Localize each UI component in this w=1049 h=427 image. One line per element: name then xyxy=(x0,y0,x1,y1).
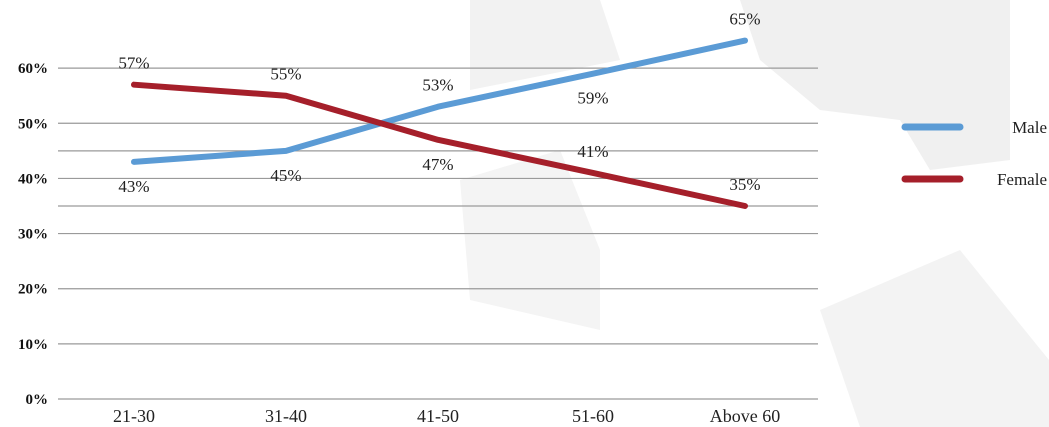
watermark-shape xyxy=(460,150,600,330)
x-tick-label: 21-30 xyxy=(113,406,155,426)
data-label: 43% xyxy=(118,177,149,196)
y-tick-label: 20% xyxy=(18,282,48,298)
data-label: 41% xyxy=(577,142,608,161)
y-tick-label: 50% xyxy=(18,116,48,132)
x-tick-label: 41-50 xyxy=(417,406,459,426)
gridlines xyxy=(58,67,818,400)
legend-label-male: Male xyxy=(1012,118,1047,137)
data-label: 47% xyxy=(422,155,453,174)
y-tick-label: 40% xyxy=(18,171,48,187)
x-tick-label: 31-40 xyxy=(265,406,307,426)
legend-label-female: Female xyxy=(997,170,1047,189)
background-watermark xyxy=(460,0,1049,427)
data-label: 35% xyxy=(729,175,760,194)
data-label: 65% xyxy=(729,10,760,29)
data-labels: 43% 45% 53% 59% 65% 57% 55% 47% 41% 35% xyxy=(118,10,760,196)
y-tick-label: 30% xyxy=(18,227,48,243)
watermark-shape xyxy=(740,0,1010,170)
legend: Male Female xyxy=(901,118,1047,189)
x-axis-ticks: 21-30 31-40 41-50 51-60 Above 60 xyxy=(113,406,780,426)
series-lines xyxy=(131,37,748,209)
y-axis-ticks: 0% 10% 20% 30% 40% 50% 60% xyxy=(18,61,48,408)
data-label: 57% xyxy=(118,54,149,73)
series-line-female xyxy=(131,81,748,209)
data-label: 53% xyxy=(422,76,453,95)
watermark-shape xyxy=(470,0,620,90)
x-tick-label: Above 60 xyxy=(710,406,781,426)
data-label: 59% xyxy=(577,89,608,108)
data-label: 45% xyxy=(270,166,301,185)
y-tick-label: 10% xyxy=(18,337,48,353)
x-tick-label: 51-60 xyxy=(572,406,614,426)
y-tick-label: 60% xyxy=(18,61,48,77)
watermark-shape xyxy=(820,250,1049,427)
data-label: 55% xyxy=(270,65,301,84)
y-tick-label: 0% xyxy=(26,392,49,408)
series-line-male xyxy=(131,37,748,165)
